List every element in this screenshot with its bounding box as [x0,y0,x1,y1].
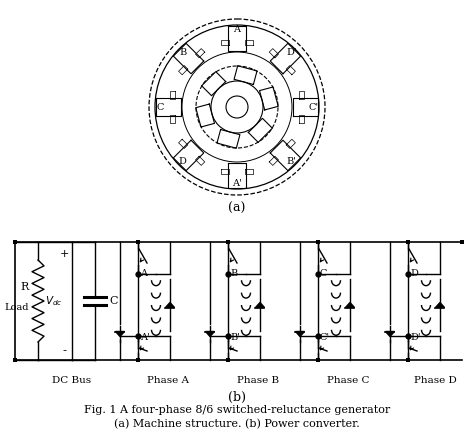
Text: A': A' [140,333,150,343]
Text: B: B [230,269,237,277]
Text: Phase A: Phase A [147,376,189,385]
Text: C: C [156,102,164,112]
Polygon shape [116,332,125,336]
Polygon shape [346,303,355,307]
Text: C: C [320,269,328,277]
Polygon shape [255,303,264,307]
Text: C': C' [309,102,319,112]
Polygon shape [165,303,174,307]
Polygon shape [295,332,304,336]
Text: C: C [109,296,118,306]
Text: R: R [21,282,29,292]
Text: A': A' [232,179,242,188]
Text: Phase B: Phase B [237,376,279,385]
Text: D': D' [286,48,297,57]
Text: Phase D: Phase D [414,376,456,385]
Text: +: + [59,249,69,259]
Text: (a) Machine structure. (b) Power converter.: (a) Machine structure. (b) Power convert… [114,419,360,429]
Polygon shape [206,332,215,336]
Polygon shape [385,332,394,336]
Text: Load: Load [4,303,29,311]
Text: D': D' [410,333,420,343]
Text: (a): (a) [228,202,246,214]
Text: (b): (b) [228,391,246,404]
Text: Fig. 1 A four-phase 8/6 switched-reluctance generator: Fig. 1 A four-phase 8/6 switched-relucta… [84,405,390,415]
Text: -: - [62,345,66,355]
Polygon shape [436,303,445,307]
Text: A: A [234,26,240,34]
Text: B': B' [230,333,240,343]
Text: D: D [179,157,186,166]
Text: Phase C: Phase C [327,376,369,385]
Text: C': C' [320,333,330,343]
Text: B: B [179,48,186,57]
Text: D: D [410,269,418,277]
Text: A: A [140,269,147,277]
Text: DC Bus: DC Bus [53,376,91,385]
Text: $V_{dc}$: $V_{dc}$ [45,294,63,308]
Text: B': B' [286,157,296,166]
